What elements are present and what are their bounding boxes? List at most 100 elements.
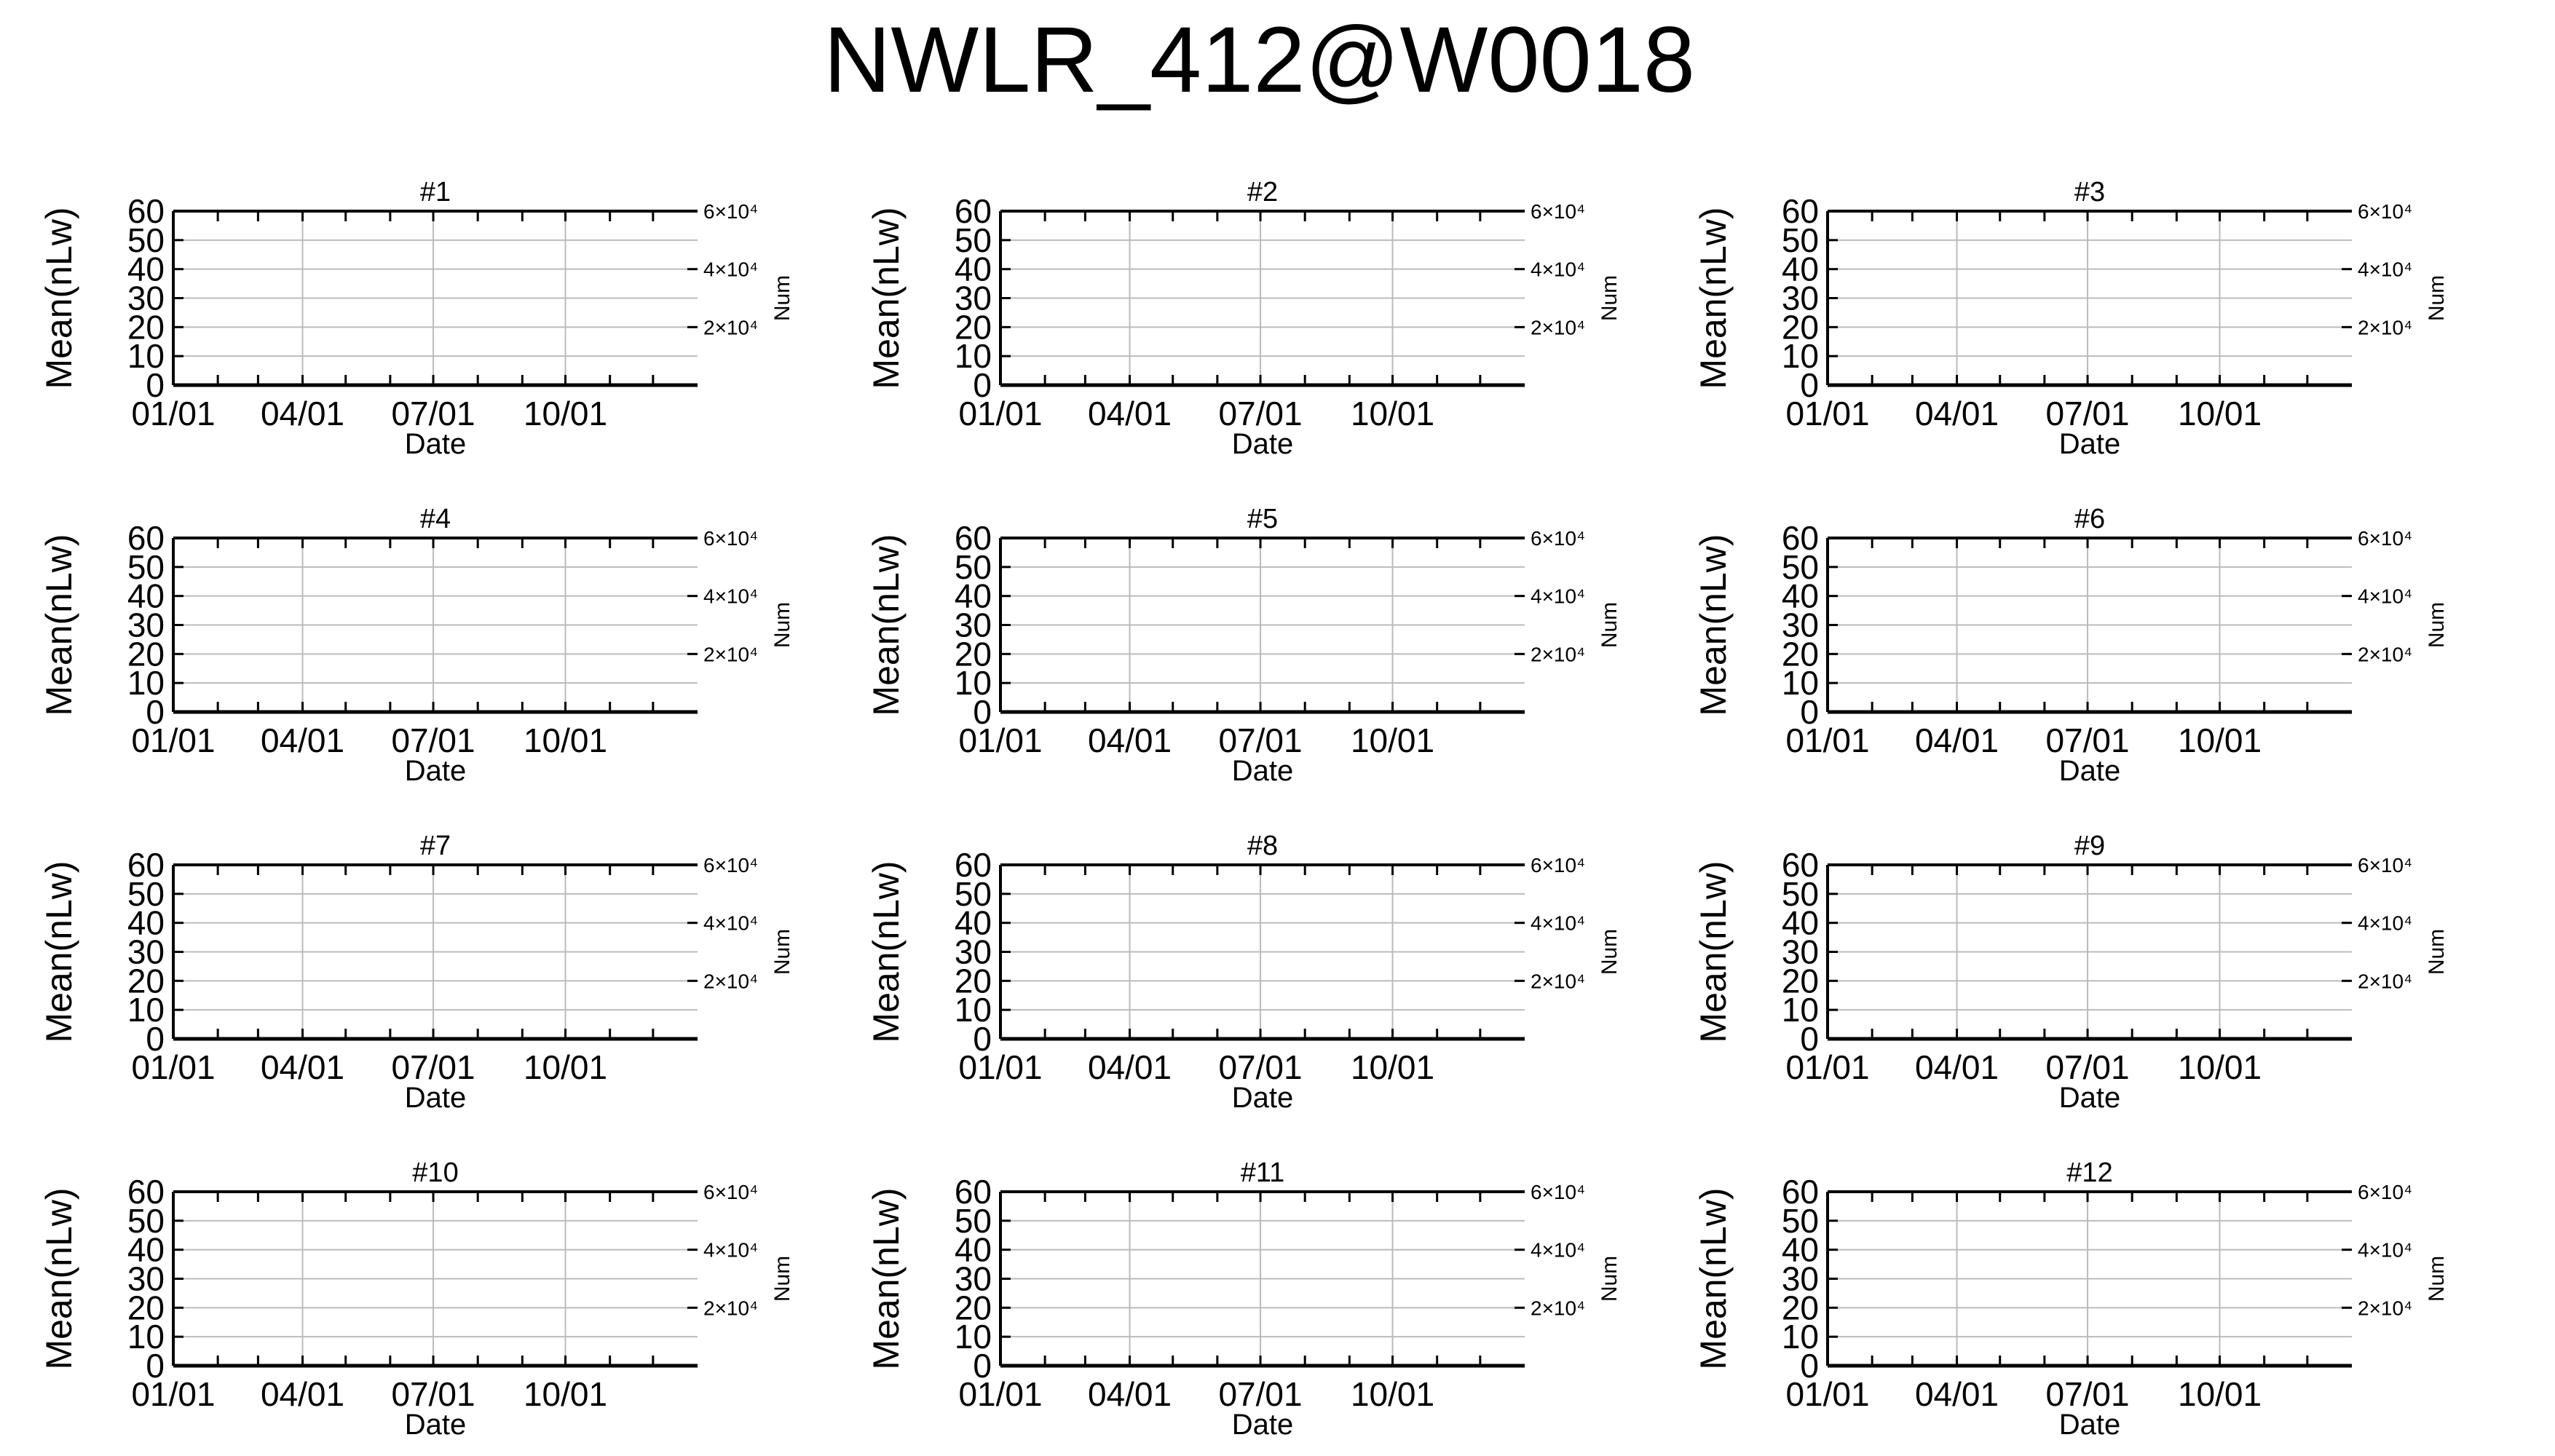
x-tick-label: 04/01 [1915,1375,1999,1413]
x-tick-label: 01/01 [131,395,215,432]
x-tick-label: 01/01 [131,1375,215,1413]
x-tick-label: 01/01 [131,721,215,759]
y-tick-label: 50 [1782,548,1819,586]
y-tick-label: 50 [1782,221,1819,259]
y-tick-label: 30 [127,280,165,317]
y-axis-label: Mean(nLw) [866,207,907,389]
y-tick-label: 30 [1782,280,1819,317]
y-tick-label: 40 [1782,1231,1819,1269]
x-axis-label: Date [2059,1409,2121,1441]
x-tick-label: 07/01 [391,721,475,759]
x-axis-label: Date [2059,1082,2121,1114]
panel-title: #6 [2074,504,2105,534]
y-tick-label: 20 [127,1289,165,1326]
y-tick-label: 30 [955,606,992,644]
y-tick-label: 10 [955,1318,992,1356]
y-tick-label: 60 [955,519,992,557]
y-tick-label: 20 [955,635,992,673]
x-tick-label: 01/01 [958,1048,1042,1086]
x-tick-label: 04/01 [1915,1048,1999,1086]
y-axis-label: Mean(nLw) [866,860,907,1042]
y-axis-label: Mean(nLw) [39,860,79,1042]
y2-axis-label: Num [770,602,794,648]
y-tick-label: 30 [127,1260,165,1298]
y-tick-label: 50 [127,875,165,913]
x-tick-label: 01/01 [1785,1048,1869,1086]
y-tick-label: 20 [127,308,165,346]
y-tick-label: 50 [955,1202,992,1240]
x-tick-label: 04/01 [1088,1375,1172,1413]
y-tick-label: 60 [1782,1173,1819,1211]
x-tick-label: 07/01 [2045,1048,2129,1086]
y2-tick-label: 6×10⁴ [703,854,758,877]
y2-tick-label: 4×10⁴ [2358,912,2412,935]
y-tick-label: 40 [955,250,992,288]
y2-tick-label: 6×10⁴ [1531,854,1585,877]
y-tick-label: 30 [1782,1260,1819,1298]
y-tick-label: 30 [1782,606,1819,644]
y2-tick-label: 4×10⁴ [703,585,758,608]
y-tick-label: 40 [955,1231,992,1269]
y2-tick-label: 4×10⁴ [703,258,758,281]
y-tick-label: 0 [1800,366,1819,404]
x-tick-label: 10/01 [1351,721,1434,759]
y2-tick-label: 4×10⁴ [1531,1239,1585,1262]
x-tick-label: 07/01 [2045,395,2129,432]
y-tick-label: 50 [1782,1202,1819,1240]
x-tick-label: 07/01 [1218,721,1302,759]
y-tick-label: 20 [1782,308,1819,346]
x-axis-label: Date [1232,755,1294,787]
y-tick-label: 30 [1782,933,1819,971]
y2-tick-label: 4×10⁴ [1531,258,1585,281]
y-tick-label: 60 [1782,192,1819,230]
x-tick-label: 04/01 [1915,721,1999,759]
x-tick-label: 07/01 [391,1048,475,1086]
x-axis-label: Date [1232,428,1294,460]
panel-title: #9 [2074,831,2105,861]
y2-axis-label: Num [770,1256,794,1302]
y2-tick-label: 4×10⁴ [703,912,758,935]
y-tick-label: 60 [127,1173,165,1211]
y2-axis-label: Num [2425,275,2449,321]
x-axis-label: Date [2059,428,2121,460]
y-axis-label: Mean(nLw) [39,207,79,389]
y2-tick-label: 2×10⁴ [703,643,758,665]
x-tick-label: 10/01 [524,721,607,759]
y2-tick-label: 6×10⁴ [703,527,758,550]
y-tick-label: 20 [1782,962,1819,1000]
x-tick-label: 07/01 [2045,1375,2129,1413]
x-tick-label: 04/01 [1088,1048,1172,1086]
page-title: NWLR_412@W0018 [823,8,1696,112]
y2-tick-label: 6×10⁴ [1531,200,1585,223]
y-tick-label: 0 [1800,1347,1819,1385]
y-tick-label: 20 [1782,635,1819,673]
panel-title: #5 [1247,504,1278,534]
y-axis-label: Mean(nLw) [39,1187,79,1369]
x-axis-label: Date [405,755,467,787]
y-tick-label: 40 [955,904,992,942]
y-axis-label: Mean(nLw) [1693,860,1734,1042]
x-tick-label: 01/01 [958,395,1042,432]
x-axis-label: Date [1232,1082,1294,1114]
y2-tick-label: 2×10⁴ [2358,1297,2412,1319]
y2-tick-label: 6×10⁴ [2358,1181,2412,1203]
y-tick-label: 0 [973,1020,992,1058]
y-tick-label: 60 [955,192,992,230]
x-tick-label: 07/01 [391,1375,475,1413]
x-tick-label: 01/01 [1785,1375,1869,1413]
x-tick-label: 07/01 [1218,395,1302,432]
y2-tick-label: 4×10⁴ [2358,1239,2412,1262]
y2-tick-label: 4×10⁴ [1531,912,1585,935]
y2-tick-label: 2×10⁴ [2358,643,2412,665]
y2-axis-label: Num [2425,602,2449,648]
x-tick-label: 10/01 [2178,1048,2262,1086]
y-tick-label: 0 [146,693,165,731]
x-tick-label: 01/01 [958,1375,1042,1413]
y2-axis-label: Num [2425,929,2449,975]
